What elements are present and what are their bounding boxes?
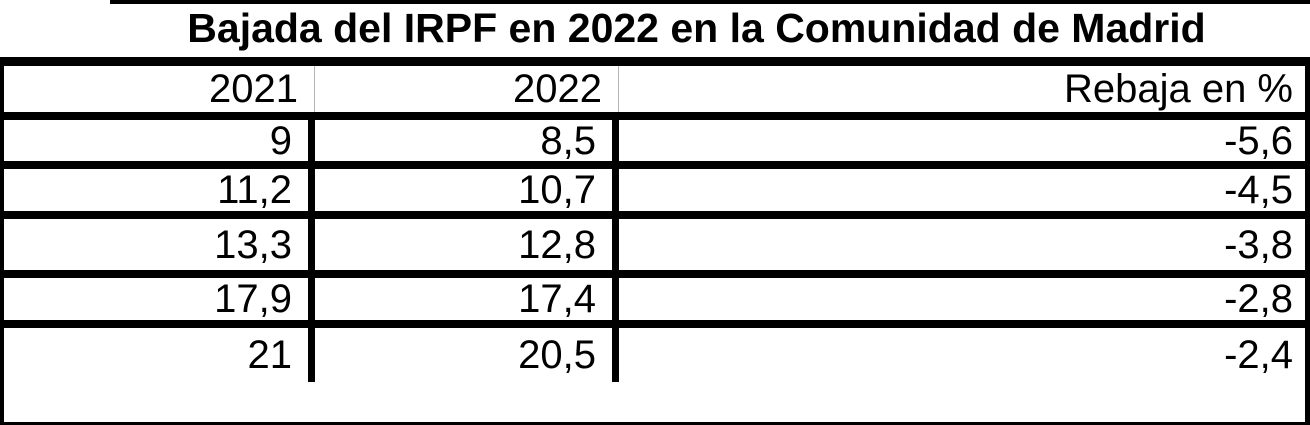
cell-2021-value[interactable]: 13,3 — [4, 219, 315, 270]
table-row: 11,2 10,7 -4,5 — [4, 169, 1305, 219]
table-row: 17,9 17,4 -2,8 — [4, 278, 1305, 328]
cell-rebaja-value[interactable]: -3,8 — [1224, 222, 1293, 267]
data-table: 2021 2022 Rebaja en % 9 8,5 -5,6 11,2 10… — [0, 57, 1310, 425]
cell-2021-value[interactable]: 21 — [4, 328, 315, 382]
table-row: 9 8,5 -5,6 — [4, 120, 1305, 169]
title-top-border — [110, 0, 1310, 4]
cell-rebaja-value[interactable]: -2,4 — [1224, 333, 1293, 377]
cell-2022-value[interactable]: 12,8 — [315, 219, 619, 270]
cell-2021-value[interactable]: 11,2 — [4, 169, 315, 211]
cell-rebaja-value[interactable]: -4,5 — [1224, 169, 1293, 211]
cell-2022-value[interactable]: 10,7 — [315, 169, 619, 211]
column-header-2022[interactable]: 2022 — [315, 66, 619, 112]
cell-rebaja-value[interactable]: -2,8 — [1224, 278, 1293, 320]
cell-2022-value[interactable]: 8,5 — [315, 120, 619, 161]
cell-2021-value[interactable]: 9 — [4, 120, 315, 161]
cell-2022-value[interactable]: 17,4 — [315, 278, 619, 320]
column-header-rebaja[interactable]: Rebaja en % — [1063, 67, 1293, 111]
column-header-2021[interactable]: 2021 — [4, 66, 315, 112]
table-row: 21 20,5 -2,4 — [4, 328, 1305, 382]
cell-2021-value[interactable]: 17,9 — [4, 278, 315, 320]
cell-2022-value[interactable]: 20,5 — [315, 328, 619, 382]
cell-rebaja-value[interactable]: -5,6 — [1224, 120, 1293, 161]
table-header-row: 2021 2022 Rebaja en % — [4, 66, 1305, 120]
table-row: 13,3 12,8 -3,8 — [4, 219, 1305, 278]
table-title: Bajada del IRPF en 2022 en la Comunidad … — [187, 5, 1206, 51]
